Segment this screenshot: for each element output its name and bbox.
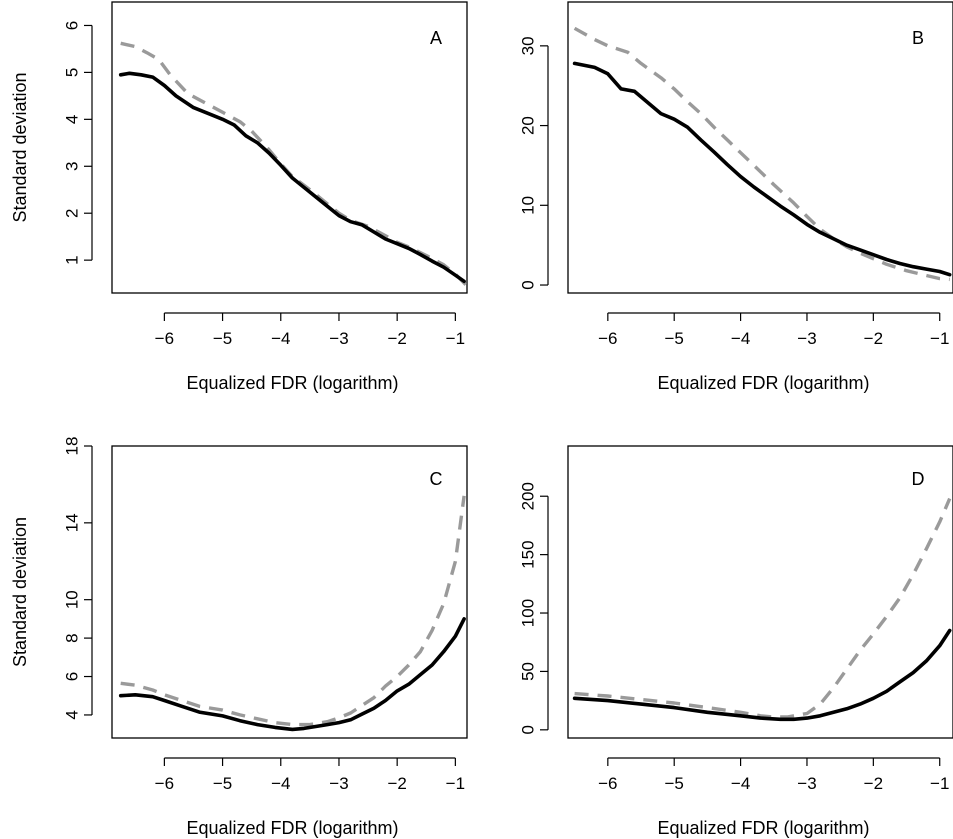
series-dashed-gray (120, 495, 466, 727)
series-dashed-gray (573, 26, 950, 282)
x-tick-label: −1 (930, 774, 949, 793)
series-solid-black (118, 71, 466, 284)
y-tick-label: 4 (63, 115, 82, 124)
x-tick-label: −2 (387, 329, 406, 348)
y-tick-label: 30 (519, 36, 538, 55)
y-tick-label: 2 (63, 208, 82, 217)
panel-C: −6 −5 −4 −3 −2 −1 Equalized FDR (logarithm) 4 6 8… (10, 437, 468, 838)
x-tick-label: −4 (731, 329, 750, 348)
x-axis-title: Equalized FDR (logarithm) (186, 373, 398, 393)
plot-frame (567, 1, 953, 294)
y-tick-label: 150 (519, 540, 538, 568)
x-tick-label: −5 (213, 774, 232, 793)
x-tick-label: −4 (731, 774, 750, 793)
y-tick-label: 0 (519, 725, 538, 734)
x-tick-label: −3 (797, 329, 816, 348)
x-axis-title: Equalized FDR (logarithm) (186, 818, 398, 838)
panel-label: D (912, 469, 925, 489)
x-tick-label: −1 (446, 774, 465, 793)
x-tick-label: −5 (665, 774, 684, 793)
panel-B: −6 −5 −4 −3 −2 −1 Equalized FDR (logarithm) 0 10… (519, 1, 953, 393)
x-tick-label: −2 (864, 329, 883, 348)
x-tick-label: −1 (930, 329, 949, 348)
x-tick-label: −4 (271, 329, 290, 348)
y-tick-label: 8 (63, 633, 82, 642)
panel-label: A (430, 28, 442, 48)
y-tick-label: 50 (519, 662, 538, 681)
y-axis: 0 50 100 150 200 (519, 482, 549, 735)
y-axis-title: Standard deviation (10, 517, 30, 667)
y-tick-label: 18 (63, 437, 82, 456)
x-tick-label: −6 (598, 329, 617, 348)
y-tick-label: 200 (519, 482, 538, 510)
y-tick-label: 6 (63, 672, 82, 681)
x-axis-title: Equalized FDR (logarithm) (657, 373, 869, 393)
y-axis: 0 10 20 30 (519, 36, 549, 290)
y-tick-label: 0 (519, 280, 538, 289)
y-tick-label: 5 (63, 68, 82, 77)
x-tick-label: −6 (155, 329, 174, 348)
x-tick-label: −2 (387, 774, 406, 793)
x-tick-label: −6 (598, 774, 617, 793)
y-axis-title: Standard deviation (10, 72, 30, 222)
x-tick-label: −5 (665, 329, 684, 348)
series-dashed-gray (574, 497, 952, 719)
y-tick-label: 10 (63, 590, 82, 609)
y-tick-label: 14 (63, 513, 82, 532)
x-tick-label: −6 (155, 774, 174, 793)
y-axis: 4 6 8 10 14 18 (63, 437, 93, 720)
y-tick-label: 10 (519, 196, 538, 215)
series-solid-black (118, 617, 466, 732)
y-tick-label: 1 (63, 255, 82, 264)
plot-frame (567, 445, 953, 739)
plot-frame (111, 445, 468, 739)
x-tick-label: −2 (864, 774, 883, 793)
series-solid-black (572, 628, 952, 722)
series-solid-black (572, 61, 952, 277)
panel-label: C (430, 469, 443, 489)
y-tick-label: 20 (519, 116, 538, 135)
x-axis: −6 −5 −4 −3 −2 −1 (598, 312, 949, 348)
y-axis: 1 2 3 4 5 6 (63, 21, 93, 265)
panel-A: −6 −5 −4 −3 −2 −1 Equalized FDR (logarithm) 1 2 3… (10, 1, 469, 393)
x-tick-label: −3 (329, 774, 348, 793)
x-tick-label: −3 (797, 774, 816, 793)
x-tick-label: −5 (213, 329, 232, 348)
x-tick-label: −4 (271, 774, 290, 793)
y-tick-label: 4 (63, 710, 82, 719)
x-axis: −6 −5 −4 −3 −2 −1 (155, 757, 465, 793)
x-axis: −6 −5 −4 −3 −2 −1 (155, 312, 465, 348)
plot-frame (111, 1, 468, 294)
x-tick-label: −3 (329, 329, 348, 348)
panel-D: −6 −5 −4 −3 −2 −1 Equalized FDR (logarithm) 0 50… (519, 445, 953, 838)
x-tick-label: −1 (446, 329, 465, 348)
panel-label: B (912, 28, 924, 48)
x-axis-title: Equalized FDR (logarithm) (657, 818, 869, 838)
series-dashed-gray (120, 41, 469, 288)
y-tick-label: 3 (63, 162, 82, 171)
x-axis: −6 −5 −4 −3 −2 −1 (598, 757, 949, 793)
y-tick-label: 100 (519, 599, 538, 627)
y-tick-label: 6 (63, 21, 82, 30)
